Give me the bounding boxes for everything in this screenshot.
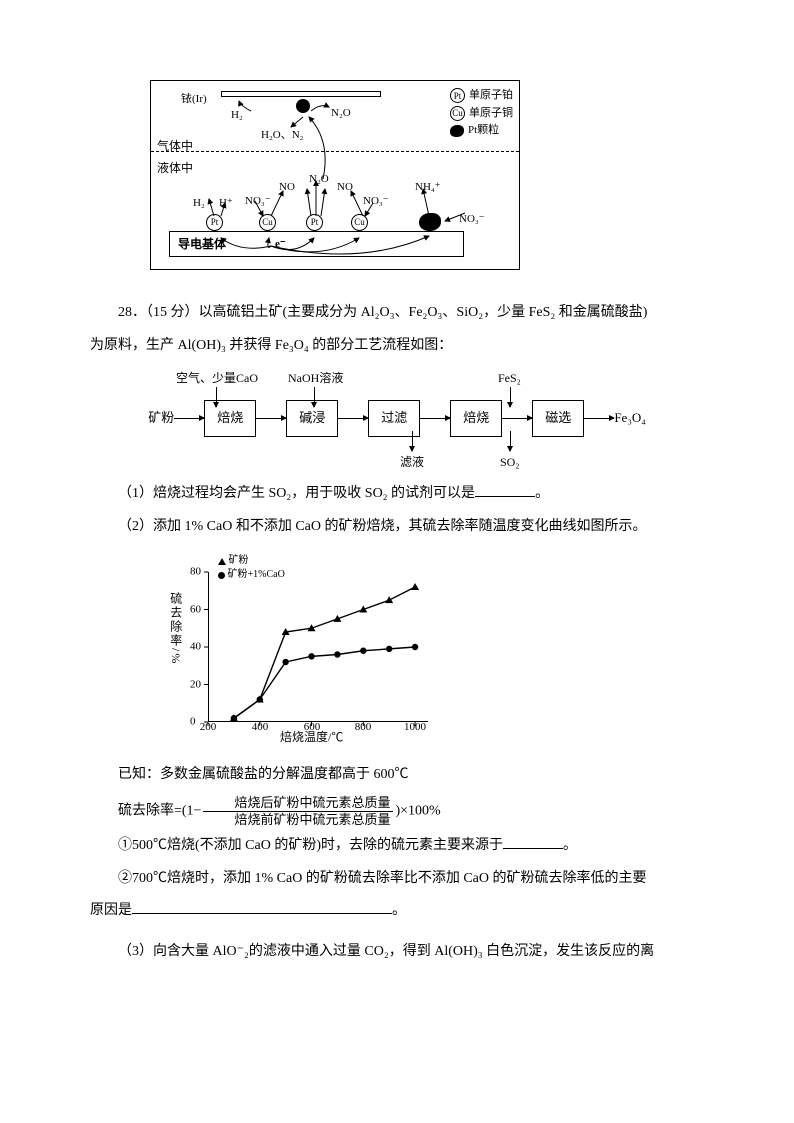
q1-period: 。: [535, 486, 549, 501]
formula-fraction: 焙烧后矿粉中硫元素总质量焙烧前矿粉中硫元素总质量: [203, 795, 393, 827]
flow-step-4: 焙烧: [450, 400, 502, 437]
q1-body: （1）焙烧过程均会产生 SO₂，用于吸收 SO₂ 的试剂可以是: [118, 486, 475, 501]
q1-blank: [475, 482, 535, 497]
flow-arrow-3: [420, 418, 450, 419]
process-flowchart: 空气、少量CaO NaOH溶液 FeS₂ 矿粉 焙烧 碱浸 过滤 焙烧 磁选 F…: [90, 373, 704, 463]
flow-top-1: 空气、少量CaO: [176, 367, 258, 390]
ytick-0: 0: [190, 712, 196, 733]
q2-2-body: 原因是: [90, 903, 132, 918]
q28-stem-line2: 为原料，生产 Al(OH)₃ 并获得 Fe₃O₄ 的部分工艺流程如图：: [90, 333, 704, 360]
formula-line: 硫去除率=(1−焙烧后矿粉中硫元素总质量焙烧前矿粉中硫元素总质量)×100%: [90, 795, 704, 827]
q-stem-a: 以高硫铝土矿(主要成分为 Al₂O₃、Fe₂O₃、SiO₂，少量 FeS₂ 和金…: [199, 305, 648, 320]
flow-arrow-1: [256, 418, 286, 419]
formula-num: 焙烧后矿粉中硫元素总质量: [203, 795, 393, 812]
flow-top-2: NaOH溶液: [288, 367, 343, 390]
known-text: 已知：多数金属硫酸盐的分解温度都高于 600℃: [90, 762, 704, 789]
q2-2-line1: ②700℃焙烧时，添加 1% CaO 的矿粉硫去除率比不添加 CaO 的矿粉硫去…: [90, 866, 704, 893]
flow-bottom-2: SO₂: [500, 451, 520, 474]
flow-arrow-in-3: [510, 387, 511, 407]
flow-step-5: 磁选: [532, 400, 584, 437]
q1-text: （1）焙烧过程均会产生 SO₂，用于吸收 SO₂ 的试剂可以是 。: [90, 481, 704, 508]
flow-arrow-out-1: [412, 431, 413, 451]
diagram-arrows: [151, 81, 519, 269]
q28-stem-line1: 28．（15 分）以高硫铝土矿(主要成分为 Al₂O₃、Fe₂O₃、SiO₂，少…: [90, 300, 704, 327]
q2-2-line2: 原因是 。: [90, 898, 704, 925]
q-number: 28．: [118, 305, 146, 320]
ytick-20: 20: [190, 675, 201, 696]
q2-text: （2）添加 1% CaO 和不添加 CaO 的矿粉焙烧，其硫去除率随温度变化曲线…: [90, 514, 704, 541]
flow-arrow-in-1: [216, 387, 217, 407]
flow-arrow-5: [584, 418, 614, 419]
q2-1-text: ①500℃焙烧(不添加 CaO 的矿粉)时，去除的硫元素主要来源于 。: [90, 833, 704, 860]
flow-arrow-4: [502, 418, 532, 419]
q2-1-blank: [503, 834, 563, 849]
flow-arrow-in-2: [314, 387, 315, 407]
flow-arrow-out-2: [510, 431, 511, 451]
ytick-80: 80: [190, 562, 201, 583]
flow-arrow-2: [338, 418, 368, 419]
flow-bottom-1: 滤液: [400, 451, 424, 474]
electrocatalysis-diagram: Pt单原子铂 Cu单原子铜 Pt颗粒 铱(Ir) H₂ N₂O H₂O、N₂ 气…: [150, 80, 520, 270]
ytick-60: 60: [190, 600, 201, 621]
flow-input: 矿粉: [148, 406, 174, 431]
ytick-40: 40: [190, 637, 201, 658]
chart-ylabel: 硫去除率/%: [164, 592, 187, 665]
flow-output: Fe₃O₄: [614, 406, 645, 431]
formula-lhs: 硫去除率=(1−: [118, 803, 201, 818]
flow-arrow-0: [174, 418, 204, 419]
sulfur-removal-chart: 矿粉 矿粉+1%CaO 硫去除率/% 焙烧温度/℃ 0 20 40 60 80 …: [160, 552, 450, 752]
q2-1-body: ①500℃焙烧(不添加 CaO 的矿粉)时，去除的硫元素主要来源于: [118, 838, 503, 853]
chart-plot: [208, 572, 428, 722]
legend-s1: 矿粉: [229, 555, 249, 566]
tri-marker-icon: [218, 558, 226, 565]
q2-1-period: 。: [563, 838, 577, 853]
formula-den: 焙烧前矿粉中硫元素总质量: [203, 812, 393, 828]
q2-2-blank: [132, 899, 392, 914]
q-points: （15 分）: [146, 305, 199, 320]
formula-rhs: )×100%: [395, 803, 440, 818]
q3-text: （3）向含大量 AlO⁻₂的滤液中通入过量 CO₂，得到 Al(OH)₃ 白色沉…: [90, 939, 704, 966]
q2-2-period: 。: [392, 903, 406, 918]
